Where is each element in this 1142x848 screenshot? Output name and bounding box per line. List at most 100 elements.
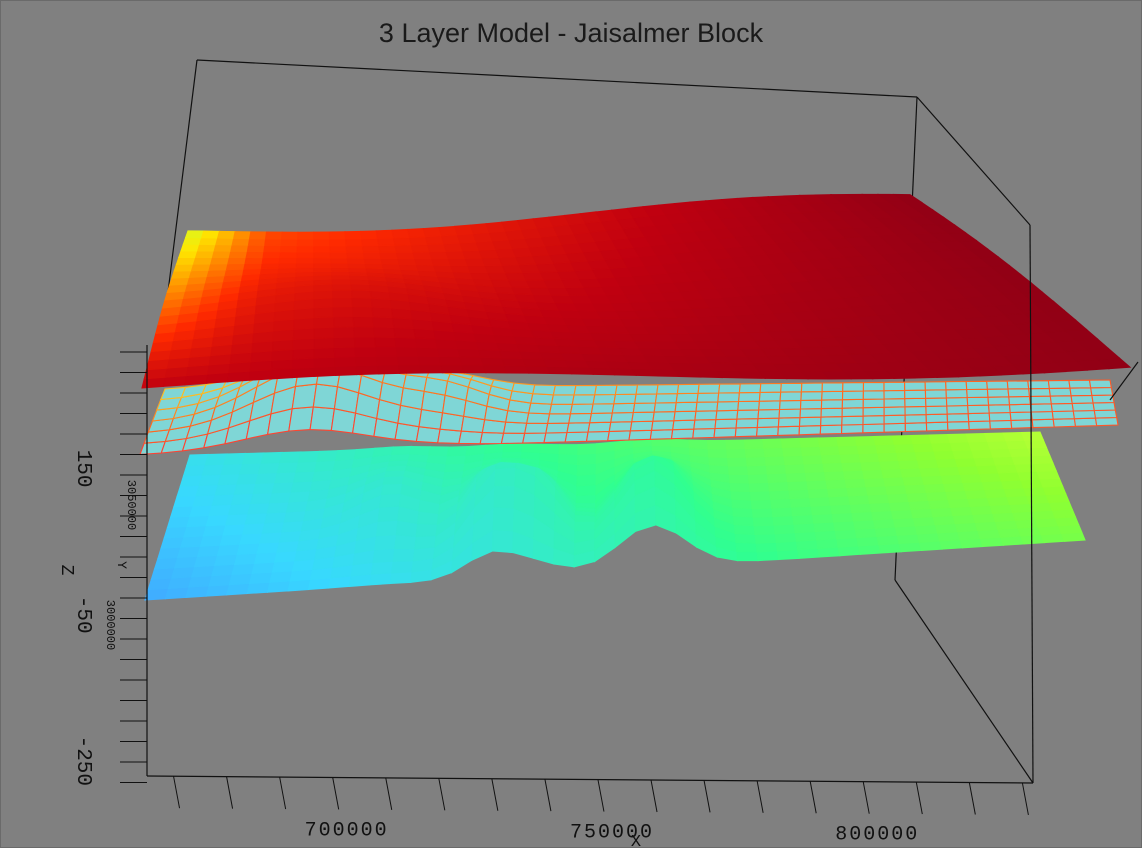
x-tick [703,780,711,813]
surface-cell [269,491,293,504]
surface-cell [276,461,300,474]
surface-cell [1073,417,1098,427]
surface-cell [313,356,336,368]
surface-cell [820,416,843,427]
surface-cell [817,436,840,447]
surface-cell [216,230,236,239]
surface-cell [856,444,879,455]
surface-cell [967,412,991,423]
surface-cell [309,406,336,431]
surface-cell [883,381,906,392]
surface-cell [1093,409,1118,419]
surface-cell [178,250,199,259]
surface-cell [412,251,433,260]
surface-cell [374,346,399,357]
surface-cell [183,525,208,538]
surface-cell [883,406,906,417]
surface-cell [376,364,401,375]
surface-cell [674,401,698,413]
surface-cell [1069,387,1093,397]
surface-cell [362,251,382,259]
surface-cell [409,445,431,456]
surface-cell [846,486,869,497]
surface-cell [393,327,417,339]
surface-cell [983,488,1008,499]
surface-cell [997,471,1022,482]
surface-cell [653,402,677,413]
surface-cell [942,481,966,492]
surface-cell [266,501,290,514]
surface-cell [821,390,844,401]
surface-cell [280,238,299,247]
surface-cell [832,520,856,531]
surface-cell [374,534,398,551]
surface-cell [1006,380,1030,390]
surface-cell [493,485,516,509]
surface-cell [195,484,219,497]
surface-cell [566,422,591,434]
surface-cell [201,463,225,476]
surface-cell [223,452,247,465]
surface-cell [786,480,809,491]
surface-cell [628,429,653,441]
surface-cell [444,462,466,473]
surface-cell [575,501,597,509]
surface-cell [295,257,315,264]
surface-cell [479,431,505,445]
surface-cell [726,456,748,467]
surface-cell [1028,395,1052,405]
surface-cell [374,336,397,348]
surface-cell [380,482,404,495]
surface-cell [862,406,885,417]
surface-cell [344,238,364,247]
y-tick-label: 3050000 [124,480,138,530]
surface-cell [970,448,994,459]
surface-cell [313,257,332,264]
surface-cell [170,566,196,579]
surface-cell [225,262,246,271]
surface-cell [749,490,772,501]
surface-cell [1047,379,1071,389]
surface-cell [438,355,463,366]
surface-cell [736,409,760,420]
surface-cell [502,421,528,434]
surface-cell [166,515,191,529]
surface-cell [292,337,315,351]
surface-cell [810,504,833,516]
surface-cell [153,556,179,570]
x-tick [915,781,923,815]
surface-cell [895,451,919,462]
surface-cell [332,306,354,318]
surface-cell [548,403,573,415]
surface-cell [503,364,530,374]
surface-cell [807,487,830,499]
surface-cell [414,534,437,550]
surface-cell [954,457,978,468]
surface-cell [413,258,435,266]
surface-cell [1025,494,1050,505]
surface-cell [1071,402,1095,412]
surface-cell [346,251,365,259]
surface-cell [459,356,485,366]
surface-cell [329,238,347,247]
surface-cell [906,491,930,502]
surface-cell [371,306,394,319]
surface-cell [432,264,454,273]
surface-cell [438,225,459,237]
surface-cell [842,382,865,392]
surface-cell [394,534,417,550]
surface-cell [821,382,844,393]
surface-cell [291,383,318,410]
surface-cell [800,382,823,393]
surface-cell [1014,463,1038,473]
surface-cell [379,251,399,260]
surface-cell [573,384,598,396]
surface-cell [296,251,315,259]
surface-cell [290,480,314,493]
surface-cell [408,236,429,246]
surface-cell [228,572,253,586]
surface-cell [783,454,805,466]
surface-cell [1090,386,1114,396]
surface-cell [791,514,815,525]
surface-cell [378,244,398,253]
